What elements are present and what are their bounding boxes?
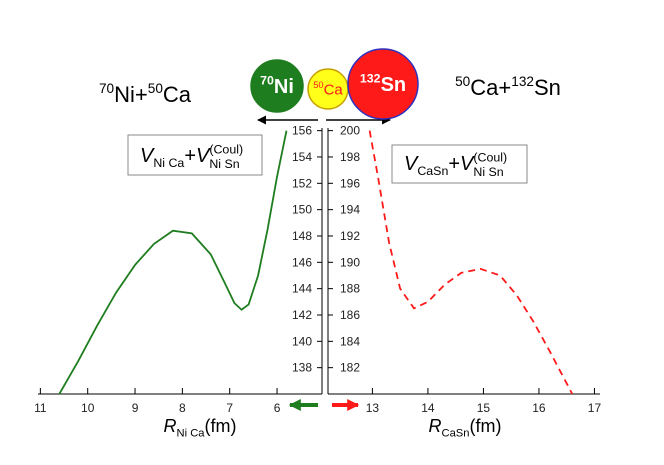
rich-text: 50 Ca [313, 80, 343, 98]
x-tick-label: 13 [366, 401, 380, 415]
nucleus [347, 48, 419, 120]
y-tick-label: 146 [292, 255, 312, 269]
text-segment: Ca+ [470, 75, 511, 100]
y-tick-label: 192 [340, 229, 360, 243]
text-segment: Ni Ca [153, 156, 184, 170]
nucleus [250, 59, 304, 113]
text-segment: R [164, 416, 177, 436]
y-tick-label: 196 [340, 176, 360, 190]
rich-text: R Ni Ca (fm) [164, 416, 237, 440]
y-tick-label: 184 [340, 334, 360, 348]
rich-text: 70 Ni+ 50 Ca [99, 81, 192, 107]
x-tick-label: 15 [477, 401, 491, 415]
text-segment: V [196, 145, 211, 167]
y-tick-label: 198 [340, 150, 360, 164]
text-segment: 70 [260, 74, 274, 88]
text-segment: V [140, 145, 155, 167]
y-tick-label: 140 [292, 334, 312, 348]
y-tick-label: 144 [292, 282, 312, 296]
x-tick-label: 10 [81, 401, 95, 415]
text-segment: R [429, 416, 442, 436]
y-tick-label: 154 [292, 150, 312, 164]
text-segment: + [448, 153, 460, 175]
rich-text: V CaSn + V (Coul)Ni Sn [404, 151, 507, 179]
text-segment: (fm) [469, 416, 501, 436]
y-tick-label: 190 [340, 255, 360, 269]
x-tick-label: 9 [132, 401, 139, 415]
y-tick-label: 152 [292, 176, 312, 190]
x-tick-label: 8 [179, 401, 186, 415]
text-segment: Ca [163, 82, 192, 107]
rich-text: 70 Ni [260, 74, 294, 98]
text-segment: V [460, 153, 475, 175]
x-tick-label: 7 [226, 401, 233, 415]
text-segment: + [184, 145, 196, 167]
text-segment: (Coul) [209, 143, 243, 157]
text-segment: Ni Ca [177, 428, 206, 440]
x-tick-label: 11 [34, 401, 47, 415]
y-tick-label: 142 [292, 308, 312, 322]
text-segment: Sn [381, 74, 407, 96]
y-tick-label: 156 [292, 124, 312, 138]
text-segment: Ni+ [114, 82, 148, 107]
formula-box [391, 144, 528, 184]
text-segment: Ca [324, 81, 344, 98]
y-tick-label: 148 [292, 229, 312, 243]
x-tick-label: 16 [532, 401, 546, 415]
x-tick-label: 6 [274, 401, 281, 415]
text-segment: Ni Sn [473, 165, 503, 179]
x-tick-label: 14 [421, 401, 435, 415]
text-segment: 70 [99, 81, 115, 96]
y-tick-label: 186 [340, 308, 360, 322]
text-segment: Sn [534, 75, 561, 100]
y-tick-label: 200 [340, 124, 360, 138]
rich-text: 132 Sn [360, 72, 406, 96]
rich-text: R CaSn (fm) [429, 416, 502, 440]
y-tick-label: 188 [340, 282, 360, 296]
text-segment: CaSn [417, 164, 448, 178]
y-tick-label: 182 [340, 361, 360, 375]
x-tick-label: 17 [588, 401, 602, 415]
rich-text: V Ni Ca + V (Coul)Ni Sn [140, 143, 243, 171]
text-segment: 132 [511, 74, 534, 89]
text-segment: 50 [313, 80, 323, 90]
y-tick-label: 150 [292, 203, 312, 217]
y-tick-label: 194 [340, 203, 360, 217]
text-segment: (fm) [204, 416, 236, 436]
rich-text: 50 Ca+ 132 Sn [455, 74, 561, 100]
curve [368, 130, 574, 395]
y-tick-label: 138 [292, 361, 312, 375]
text-segment: Ni [274, 76, 294, 98]
formula-box [127, 134, 263, 176]
text-segment: 50 [148, 81, 164, 96]
text-segment: Ni Sn [209, 157, 239, 171]
text-segment: 132 [360, 72, 381, 86]
text-segment: (Coul) [473, 151, 507, 165]
text-segment: 50 [455, 74, 471, 89]
curve [58, 130, 288, 395]
text-segment: V [404, 153, 419, 175]
text-segment: CaSn [442, 428, 470, 440]
